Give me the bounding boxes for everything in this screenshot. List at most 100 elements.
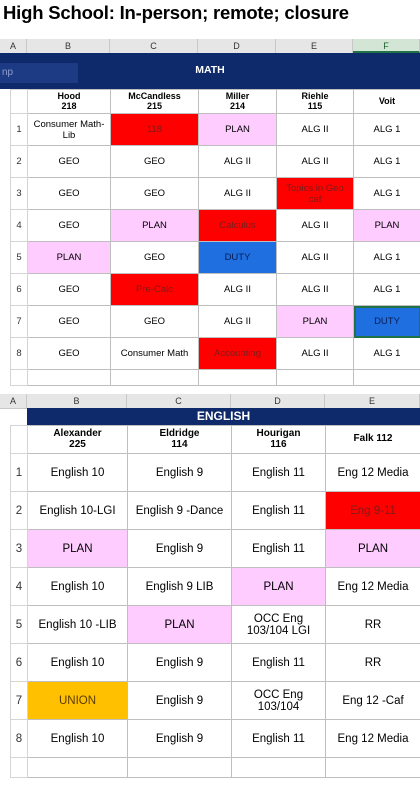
schedule-cell[interactable]: ALG II: [276, 113, 354, 146]
schedule-cell[interactable]: GEO: [27, 209, 111, 242]
schedule-cell[interactable]: ALG 1: [353, 337, 420, 370]
empty-cell[interactable]: [27, 757, 128, 778]
schedule-cell[interactable]: ALG II: [198, 273, 277, 306]
schedule-cell[interactable]: ALG II: [198, 177, 277, 210]
schedule-cell[interactable]: English 11: [231, 529, 326, 568]
schedule-cell[interactable]: English 10: [27, 643, 128, 682]
schedule-cell[interactable]: PLAN: [325, 529, 420, 568]
schedule-cell[interactable]: PLAN: [231, 567, 326, 606]
schedule-cell[interactable]: English 10-LGI: [27, 491, 128, 530]
row-number[interactable]: 7: [10, 305, 28, 338]
column-letter-d[interactable]: D: [231, 394, 325, 408]
schedule-cell[interactable]: GEO: [27, 177, 111, 210]
schedule-cell[interactable]: OCC Eng 103/104 LGI: [231, 605, 326, 644]
empty-cell[interactable]: [276, 369, 354, 386]
row-number[interactable]: 2: [10, 491, 28, 530]
column-letter-a[interactable]: A: [0, 39, 27, 53]
schedule-cell[interactable]: English 10 -LIB: [27, 605, 128, 644]
column-letter-c[interactable]: C: [127, 394, 231, 408]
teacher-header[interactable]: Hourigan 116: [231, 425, 326, 454]
schedule-cell[interactable]: English 11: [231, 643, 326, 682]
schedule-cell[interactable]: Eng 12 Media: [325, 719, 420, 758]
schedule-cell[interactable]: English 9 LIB: [127, 567, 232, 606]
teacher-header[interactable]: Voit: [353, 89, 420, 114]
row-number[interactable]: 5: [10, 605, 28, 644]
row-number[interactable]: 6: [10, 273, 28, 306]
schedule-cell[interactable]: English 9: [127, 681, 232, 720]
schedule-cell[interactable]: PLAN: [276, 305, 354, 338]
schedule-cell[interactable]: ALG II: [276, 145, 354, 178]
row-number[interactable]: 1: [10, 113, 28, 146]
schedule-cell[interactable]: ALG II: [198, 145, 277, 178]
schedule-cell[interactable]: English 9: [127, 453, 232, 492]
column-letter-d[interactable]: D: [198, 39, 276, 53]
row-number[interactable]: 7: [10, 681, 28, 720]
schedule-cell[interactable]: ALG II: [276, 273, 354, 306]
schedule-cell[interactable]: PLAN: [27, 241, 111, 274]
empty-cell[interactable]: [27, 369, 111, 386]
schedule-cell[interactable]: PLAN: [127, 605, 232, 644]
schedule-cell[interactable]: English 10: [27, 719, 128, 758]
schedule-cell[interactable]: English 9: [127, 643, 232, 682]
schedule-cell[interactable]: English 9: [127, 719, 232, 758]
schedule-cell[interactable]: ALG 1: [353, 273, 420, 306]
schedule-cell[interactable]: Accounting: [198, 337, 277, 370]
empty-cell[interactable]: [198, 369, 277, 386]
schedule-cell[interactable]: English 10: [27, 453, 128, 492]
schedule-cell[interactable]: ALG II: [276, 209, 354, 242]
column-letter-e[interactable]: E: [276, 39, 353, 53]
schedule-cell[interactable]: GEO: [110, 177, 199, 210]
column-letter-e[interactable]: E: [325, 394, 420, 408]
row-number[interactable]: 3: [10, 177, 28, 210]
teacher-header[interactable]: Eldridge 114: [127, 425, 232, 454]
teacher-header[interactable]: Alexander 225: [27, 425, 128, 454]
empty-cell[interactable]: [325, 757, 420, 778]
schedule-cell[interactable]: Topics in Geo caf: [276, 177, 354, 210]
schedule-cell[interactable]: Eng 9-11: [325, 491, 420, 530]
schedule-cell[interactable]: English 10: [27, 567, 128, 606]
row-number[interactable]: 2: [10, 145, 28, 178]
schedule-cell[interactable]: ALG II: [276, 337, 354, 370]
schedule-cell[interactable]: GEO: [110, 145, 199, 178]
row-number[interactable]: 4: [10, 209, 28, 242]
row-number[interactable]: 6: [10, 643, 28, 682]
schedule-cell[interactable]: GEO: [110, 305, 199, 338]
row-number[interactable]: [10, 369, 28, 386]
schedule-cell[interactable]: RR: [325, 605, 420, 644]
schedule-cell[interactable]: Eng 12 -Caf: [325, 681, 420, 720]
empty-cell[interactable]: [231, 757, 326, 778]
row-number[interactable]: [10, 757, 28, 778]
row-number[interactable]: 1: [10, 453, 28, 492]
row-number[interactable]: 5: [10, 241, 28, 274]
schedule-cell[interactable]: GEO: [27, 337, 111, 370]
schedule-cell[interactable]: English 11: [231, 719, 326, 758]
schedule-cell[interactable]: English 11: [231, 491, 326, 530]
schedule-cell[interactable]: Consumer Math: [110, 337, 199, 370]
schedule-cell[interactable]: Calculus: [198, 209, 277, 242]
schedule-cell[interactable]: ALG II: [276, 241, 354, 274]
schedule-cell[interactable]: GEO: [27, 305, 111, 338]
schedule-cell[interactable]: OCC Eng 103/104: [231, 681, 326, 720]
schedule-cell[interactable]: ALG 1: [353, 113, 420, 146]
empty-cell[interactable]: [353, 369, 420, 386]
column-letter-b[interactable]: B: [27, 39, 110, 53]
teacher-header[interactable]: Miller 214: [198, 89, 277, 114]
row-number[interactable]: 3: [10, 529, 28, 568]
teacher-header[interactable]: Riehle 115: [276, 89, 354, 114]
schedule-cell[interactable]: PLAN: [198, 113, 277, 146]
empty-cell[interactable]: [127, 757, 232, 778]
teacher-header[interactable]: McCandless 215: [110, 89, 199, 114]
schedule-cell[interactable]: 118: [110, 113, 199, 146]
schedule-cell[interactable]: PLAN: [27, 529, 128, 568]
column-letter-f[interactable]: F: [353, 39, 420, 53]
schedule-cell[interactable]: UNION: [27, 681, 128, 720]
schedule-cell[interactable]: GEO: [110, 241, 199, 274]
empty-cell[interactable]: [110, 369, 199, 386]
schedule-cell[interactable]: ALG 1: [353, 177, 420, 210]
teacher-header[interactable]: Hood 218: [27, 89, 111, 114]
name-box[interactable]: np: [0, 63, 78, 83]
schedule-cell[interactable]: English 9 -Dance: [127, 491, 232, 530]
row-number[interactable]: 4: [10, 567, 28, 606]
schedule-cell[interactable]: Eng 12 Media: [325, 567, 420, 606]
schedule-cell[interactable]: English 9: [127, 529, 232, 568]
